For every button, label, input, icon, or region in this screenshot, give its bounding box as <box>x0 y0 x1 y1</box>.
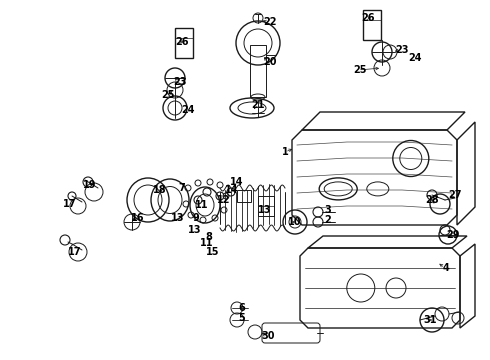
Bar <box>258 196 274 216</box>
Text: 28: 28 <box>425 195 439 205</box>
Text: 14: 14 <box>230 177 244 187</box>
Text: 21: 21 <box>251 100 265 110</box>
Text: 15: 15 <box>206 247 220 257</box>
Text: 6: 6 <box>239 303 245 313</box>
Text: 23: 23 <box>173 77 187 87</box>
Text: 24: 24 <box>181 105 195 115</box>
Text: 26: 26 <box>361 13 375 23</box>
Bar <box>175 28 193 58</box>
Text: 18: 18 <box>153 185 167 195</box>
Text: 4: 4 <box>442 263 449 273</box>
Text: 17: 17 <box>68 247 82 257</box>
Text: 3: 3 <box>325 205 331 215</box>
Text: 25: 25 <box>353 65 367 75</box>
Text: 2: 2 <box>325 215 331 225</box>
Text: 20: 20 <box>263 57 277 67</box>
Text: 29: 29 <box>446 230 460 240</box>
Text: 26: 26 <box>175 37 189 47</box>
Text: 1: 1 <box>282 147 289 157</box>
Text: 14: 14 <box>225 185 239 195</box>
Text: 5: 5 <box>239 313 245 323</box>
Text: 22: 22 <box>263 17 277 27</box>
Text: 11: 11 <box>195 200 209 210</box>
Text: 25: 25 <box>161 90 175 100</box>
Text: 17: 17 <box>63 199 77 209</box>
Text: 7: 7 <box>179 183 185 193</box>
Text: 13: 13 <box>188 225 202 235</box>
Text: 12: 12 <box>217 195 231 205</box>
Text: 27: 27 <box>448 190 462 200</box>
Text: 24: 24 <box>408 53 422 63</box>
Text: 13: 13 <box>171 213 185 223</box>
Text: 10: 10 <box>288 217 302 227</box>
Bar <box>250 45 266 97</box>
Text: 8: 8 <box>206 232 213 242</box>
Text: 16: 16 <box>131 213 145 223</box>
Text: 11: 11 <box>200 238 214 248</box>
Bar <box>363 10 381 40</box>
Text: 23: 23 <box>395 45 409 55</box>
Text: 19: 19 <box>83 180 97 190</box>
Text: 13: 13 <box>258 205 272 215</box>
Text: 30: 30 <box>261 331 275 341</box>
Text: 31: 31 <box>423 315 437 325</box>
Bar <box>237 190 251 202</box>
Text: 9: 9 <box>193 213 199 223</box>
